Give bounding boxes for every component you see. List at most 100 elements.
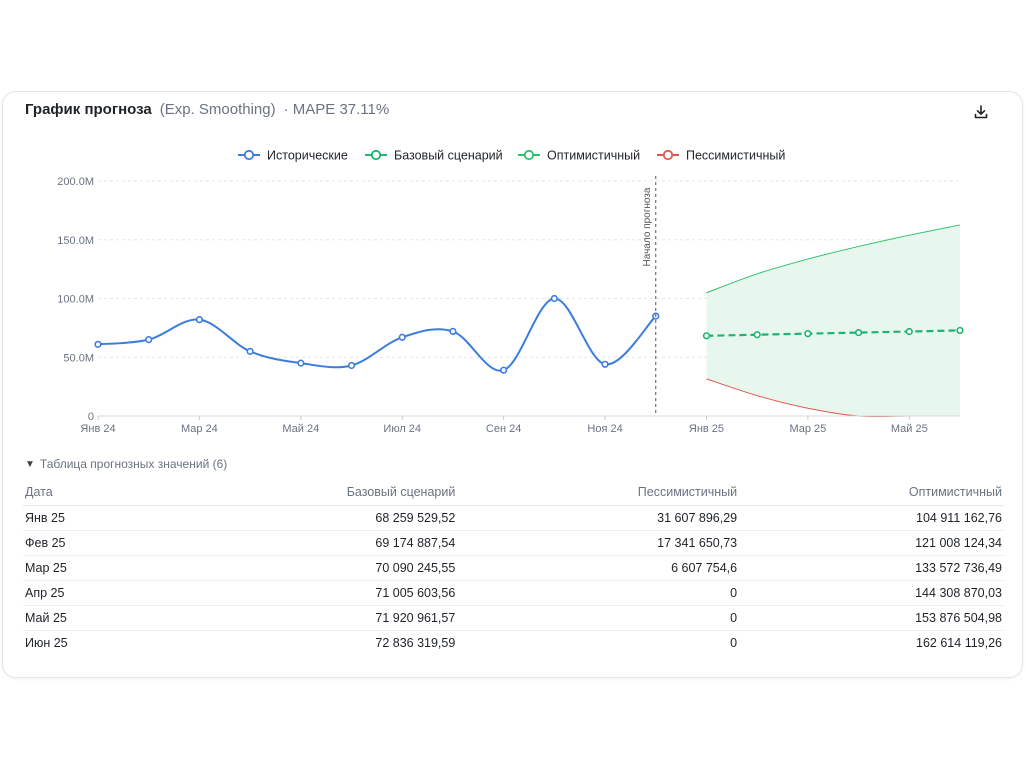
cell-pessimistic: 17 341 650,73 [457, 530, 740, 556]
legend-swatch-marker [370, 149, 382, 161]
cell-date: Фев 25 [23, 530, 151, 556]
y-tick-label: 100.0M [57, 294, 94, 306]
historical-point [297, 359, 305, 367]
card-title: График прогноза [25, 101, 152, 118]
chart-points [94, 294, 964, 374]
historical-point [398, 333, 406, 341]
base-point [956, 326, 964, 335]
confidence-band [706, 224, 960, 417]
x-tick-label: Янв 24 [80, 423, 115, 435]
forecast-table-toggle[interactable]: ▼ Таблица прогнозных значений (6) [25, 457, 227, 471]
cell-pessimistic: 6 607 754,6 [457, 555, 740, 581]
table-row: Янв 25 68 259 529,52 31 607 896,29 104 9… [23, 505, 1004, 531]
chart-legend: Исторические Базовый сценарий Оптимистичны… [238, 149, 785, 163]
x-tick-label: Ноя 24 [587, 423, 622, 435]
cell-date: Апр 25 [23, 580, 151, 606]
x-tick-label: Мар 25 [789, 423, 826, 435]
forecast-chart: Исторические Базовый сценарий Оптимистичны… [57, 149, 964, 435]
col-header-optimistic: Оптимистичный [739, 480, 1004, 506]
cell-pessimistic: 31 607 896,29 [457, 505, 740, 531]
y-tick-label: 0 [88, 411, 94, 423]
optimistic-line [706, 224, 961, 294]
base-point [854, 328, 863, 337]
base-point [804, 330, 812, 338]
cell-date: Янв 25 [23, 505, 151, 531]
forecast-table: Дата Базовый сценарий Пессимистичный Опт… [23, 480, 1004, 655]
historical-line [97, 297, 657, 372]
historical-point [550, 294, 558, 303]
historical-point [449, 327, 457, 335]
table-row: Июн 25 72 836 319,59 0 162 614 119,26 [23, 630, 1004, 655]
forecast-start-label: Начало прогноза [642, 187, 653, 266]
legend-label: Базовый сценарий [394, 149, 503, 163]
col-header-date: Дата [23, 480, 151, 506]
x-tick-label: Май 25 [891, 423, 928, 435]
cell-pessimistic: 0 [457, 580, 740, 606]
cell-base: 71 920 961,57 [150, 605, 458, 631]
cell-optimistic: 133 572 736,49 [739, 555, 1004, 581]
forecast-start-marker: Начало прогноза [642, 176, 657, 416]
table-toggle-label: Таблица прогнозных значений (6) [39, 457, 228, 471]
card-header: График прогноза (Exp. Smoothing) · MAPE … [25, 101, 389, 123]
historical-point [195, 316, 204, 324]
legend-item-optimistic[interactable]: Оптимистичный [518, 149, 640, 163]
base-line [706, 329, 961, 337]
x-tick-label: Мар 24 [181, 423, 218, 435]
mape-label: · MAPE 37.11% [283, 101, 390, 118]
cell-base: 68 259 529,52 [150, 505, 458, 531]
legend-label: Пессимистичный [686, 149, 785, 163]
cell-pessimistic: 0 [730, 635, 738, 650]
y-tick-label: 50.0M [63, 352, 94, 364]
x-tick-label: Май 24 [282, 423, 319, 435]
cell-base: 70 090 245,55 [150, 555, 458, 581]
historical-point [145, 336, 153, 344]
x-tick-label: Июл 24 [383, 423, 421, 435]
cell-optimistic: 104 911 162,76 [739, 505, 1004, 531]
forecast-range-area [706, 224, 960, 417]
table-row: Апр 25 71 005 603,56 0 144 308 870,03 [23, 580, 1004, 606]
cell-date: Май 25 [23, 605, 151, 631]
legend-item-base[interactable]: Базовый сценарий [365, 149, 503, 163]
base-point [753, 331, 761, 339]
forecast-card: График прогноза (Exp. Smoothing) · MAPE … [2, 91, 1023, 678]
legend-item-pessimistic[interactable]: Пессимистичный [657, 149, 785, 163]
table-header-row: Дата Базовый сценарий Пессимистичный Опт… [23, 480, 1004, 506]
y-tick-label: 200.0M [57, 176, 94, 188]
historical-point [347, 361, 356, 370]
historical-point [246, 347, 254, 355]
legend-swatch-marker [523, 149, 535, 161]
cell-date: Мар 25 [23, 555, 151, 581]
download-button[interactable] [970, 101, 992, 123]
table-row: Фев 25 69 174 887,54 17 341 650,73 121 0… [23, 530, 1004, 556]
legend-swatch-marker [243, 149, 255, 161]
method-label: (Exp. Smoothing) [159, 101, 276, 118]
cell-base: 72 836 319,59 [375, 635, 456, 650]
legend-item-historical[interactable]: Исторические [238, 149, 348, 163]
cell-optimistic: 121 008 124,34 [739, 530, 1004, 556]
x-tick-label: Сен 24 [486, 423, 521, 435]
legend-label: Исторические [267, 149, 348, 163]
base-point [905, 327, 913, 336]
legend-swatch-marker [662, 149, 674, 161]
cell-optimistic: 153 876 504,98 [739, 605, 1004, 631]
chart-axes: 0 50.0M 100.0M 150.0M 200.0M Янв 24 Мар 24 Май … [57, 176, 960, 435]
cell-optimistic: 144 308 870,03 [739, 580, 1004, 606]
cell-pessimistic: 0 [457, 605, 740, 631]
table-row: Мар 25 70 090 245,55 6 607 754,6 133 572… [23, 555, 1004, 581]
cell-base: 69 174 887,54 [150, 530, 458, 556]
col-header-pessimistic: Пессимистичный [457, 480, 740, 506]
cell-optimistic: 162 614 119,26 [916, 635, 1002, 650]
y-tick-label: 150.0M [57, 235, 94, 247]
x-tick-label: Янв 25 [689, 423, 724, 435]
cell-base: 71 005 603,56 [150, 580, 458, 606]
col-header-base: Базовый сценарий [150, 480, 458, 506]
historical-point [601, 360, 609, 368]
historical-point [94, 340, 102, 348]
cell-date: Июн 25 [25, 635, 68, 650]
historical-point [500, 366, 508, 374]
triangle-down-icon: ▼ [25, 458, 35, 470]
table-row: Май 25 71 920 961,57 0 153 876 504,98 [23, 605, 1004, 631]
base-point [702, 332, 711, 340]
legend-label: Оптимистичный [547, 149, 640, 163]
download-icon [974, 105, 988, 119]
